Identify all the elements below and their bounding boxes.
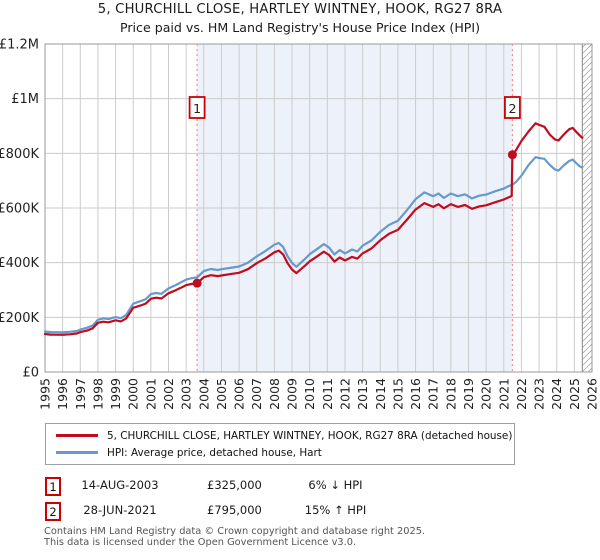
svg-text:2020: 2020 xyxy=(479,378,494,410)
svg-text:£0: £0 xyxy=(22,366,39,381)
sale-date-2: 28-JUN-2021 xyxy=(83,503,157,517)
sale-marker-2: 2 xyxy=(45,502,61,521)
sale-point-2 xyxy=(507,150,517,160)
svg-text:2016: 2016 xyxy=(408,378,423,410)
sale-number-box-1 xyxy=(188,96,206,119)
svg-text:2007: 2007 xyxy=(249,378,264,410)
svg-text:£400K: £400K xyxy=(0,256,39,271)
svg-text:2002: 2002 xyxy=(161,378,176,410)
sale-point-1 xyxy=(192,278,202,288)
svg-text:2001: 2001 xyxy=(143,378,158,410)
legend-item-hpi: HPI: Average price, detached house, Hart xyxy=(56,445,514,461)
svg-text:2025: 2025 xyxy=(567,378,582,410)
svg-text:£600K: £600K xyxy=(0,202,39,217)
legend-label-hpi: HPI: Average price, detached house, Hart xyxy=(107,446,322,459)
y-axis-labels: £0 £200K £400K £600K £800K £1M £1.2M xyxy=(0,38,39,381)
svg-text:2026: 2026 xyxy=(585,378,600,410)
svg-text:2005: 2005 xyxy=(214,378,229,410)
footer-line-2: This data is licensed under the Open Gov… xyxy=(44,536,357,548)
svg-text:2003: 2003 xyxy=(179,378,194,410)
svg-text:2017: 2017 xyxy=(426,378,441,410)
svg-text:2018: 2018 xyxy=(443,378,458,410)
property-line-swatch xyxy=(56,434,98,437)
svg-text:£1.2M: £1.2M xyxy=(0,38,39,53)
sale-marker-1: 1 xyxy=(45,477,61,496)
svg-text:1999: 1999 xyxy=(108,378,123,410)
svg-text:2006: 2006 xyxy=(232,378,247,410)
svg-text:2011: 2011 xyxy=(320,378,335,410)
page-subtitle: Price paid vs. HM Land Registry's House … xyxy=(119,20,481,35)
svg-text:2024: 2024 xyxy=(549,378,564,410)
price-chart: 1 2 £0 £200K £400K £600K £800K £1M £1.2M 1995 1996… xyxy=(0,38,600,410)
legend-item-property: 5, CHURCHILL CLOSE, HARTLEY WINTNEY, HOO… xyxy=(56,428,514,444)
sale-vs-hpi-1: 6% ↓ HPI xyxy=(308,478,363,492)
sale-price-1: £325,000 xyxy=(207,478,262,492)
svg-text:1997: 1997 xyxy=(73,378,88,410)
svg-text:1998: 1998 xyxy=(90,378,105,410)
sale-annotation-row-1: 1 14-AUG-2003 £325,000 6% ↓ HPI xyxy=(0,477,600,497)
license-footer: Contains HM Land Registry data © Crown c… xyxy=(44,526,584,548)
legend-label-property: 5, CHURCHILL CLOSE, HARTLEY WINTNEY, HOO… xyxy=(107,429,513,442)
page-title: 5, CHURCHILL CLOSE, HARTLEY WINTNEY, HOO… xyxy=(97,2,503,17)
footer-line-1: Contains HM Land Registry data © Crown c… xyxy=(44,526,426,537)
sale-number-2: 2 xyxy=(508,101,516,116)
svg-text:2008: 2008 xyxy=(267,378,282,410)
svg-text:1995: 1995 xyxy=(38,378,53,410)
svg-text:2000: 2000 xyxy=(126,378,141,410)
svg-text:£800K: £800K xyxy=(0,147,39,162)
svg-text:2004: 2004 xyxy=(196,378,211,410)
svg-text:2021: 2021 xyxy=(496,378,511,410)
sale-number-box-2 xyxy=(504,96,521,119)
plot-border xyxy=(44,43,593,373)
sale-annotation-row-2: 2 28-JUN-2021 £795,000 15% ↑ HPI xyxy=(0,502,600,522)
hpi-line xyxy=(43,156,584,334)
svg-text:2013: 2013 xyxy=(355,378,370,410)
svg-text:2014: 2014 xyxy=(373,378,388,410)
sale-price-2: £795,000 xyxy=(207,503,262,517)
svg-text:2019: 2019 xyxy=(461,378,476,410)
x-axis-labels: 1995 1996 1997 1998 1999 2000 2001 2002 2003 2004… xyxy=(38,378,600,410)
no-data-hatch-region xyxy=(582,44,592,372)
svg-text:2023: 2023 xyxy=(532,378,547,410)
sale-date-1: 14-AUG-2003 xyxy=(81,478,159,492)
svg-text:1996: 1996 xyxy=(55,378,70,410)
svg-text:2022: 2022 xyxy=(514,378,529,410)
svg-text:2012: 2012 xyxy=(337,378,352,410)
svg-text:£200K: £200K xyxy=(0,311,39,326)
svg-text:2015: 2015 xyxy=(390,378,405,410)
svg-text:2010: 2010 xyxy=(302,378,317,410)
sale-vs-hpi-2: 15% ↑ HPI xyxy=(304,503,367,517)
legend: 5, CHURCHILL CLOSE, HARTLEY WINTNEY, HOO… xyxy=(45,423,515,465)
svg-text:2009: 2009 xyxy=(285,378,300,410)
hpi-line-swatch xyxy=(56,451,98,454)
svg-text:£1M: £1M xyxy=(11,92,39,107)
sale-number-1: 1 xyxy=(193,101,201,116)
